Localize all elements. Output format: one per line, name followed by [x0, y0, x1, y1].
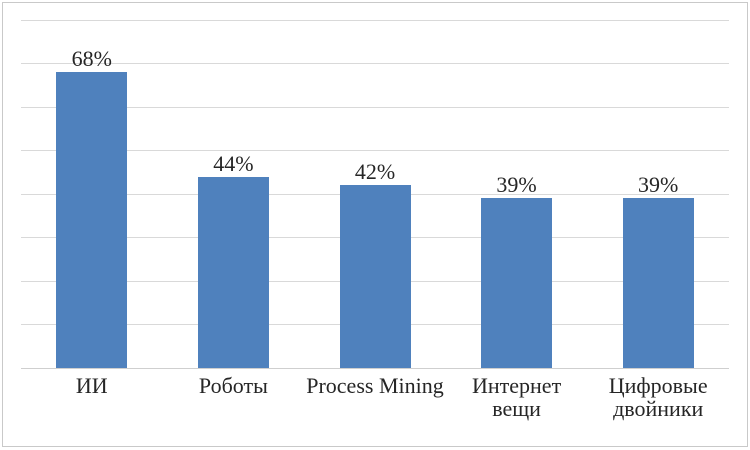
bar-value-label: 39% [638, 172, 679, 198]
category-label-line: Роботы [198, 373, 268, 398]
category-label-line: Интернет [471, 373, 562, 398]
x-axis-line [21, 367, 729, 369]
gridline [21, 19, 729, 21]
category-label-line: Process Mining [306, 373, 444, 398]
category-label-line: двойники [613, 396, 704, 421]
category-label: Process Mining [304, 374, 446, 397]
gridline [21, 63, 729, 64]
category-label: Цифровые двойники [587, 374, 729, 420]
gridline [21, 106, 729, 108]
bar-value-label: 44% [213, 150, 254, 176]
category-label-line: вещи [492, 396, 541, 421]
bar: 39% [481, 173, 553, 368]
category-label: Интернет вещи [446, 374, 588, 420]
category-label: ИИ [21, 374, 163, 397]
category-label: Роботы [163, 374, 305, 397]
bar-value-label: 42% [354, 159, 396, 185]
bar: 44% [197, 151, 269, 368]
bar-value-label: 68% [71, 46, 112, 72]
bar: 68% [56, 47, 128, 368]
bar-value-label: 39% [496, 172, 537, 198]
gridline [21, 150, 729, 151]
bar: 39% [622, 173, 694, 368]
category-label-line: Цифровые [608, 373, 708, 398]
bar: 42% [339, 160, 411, 368]
category-label-line: ИИ [75, 373, 108, 398]
